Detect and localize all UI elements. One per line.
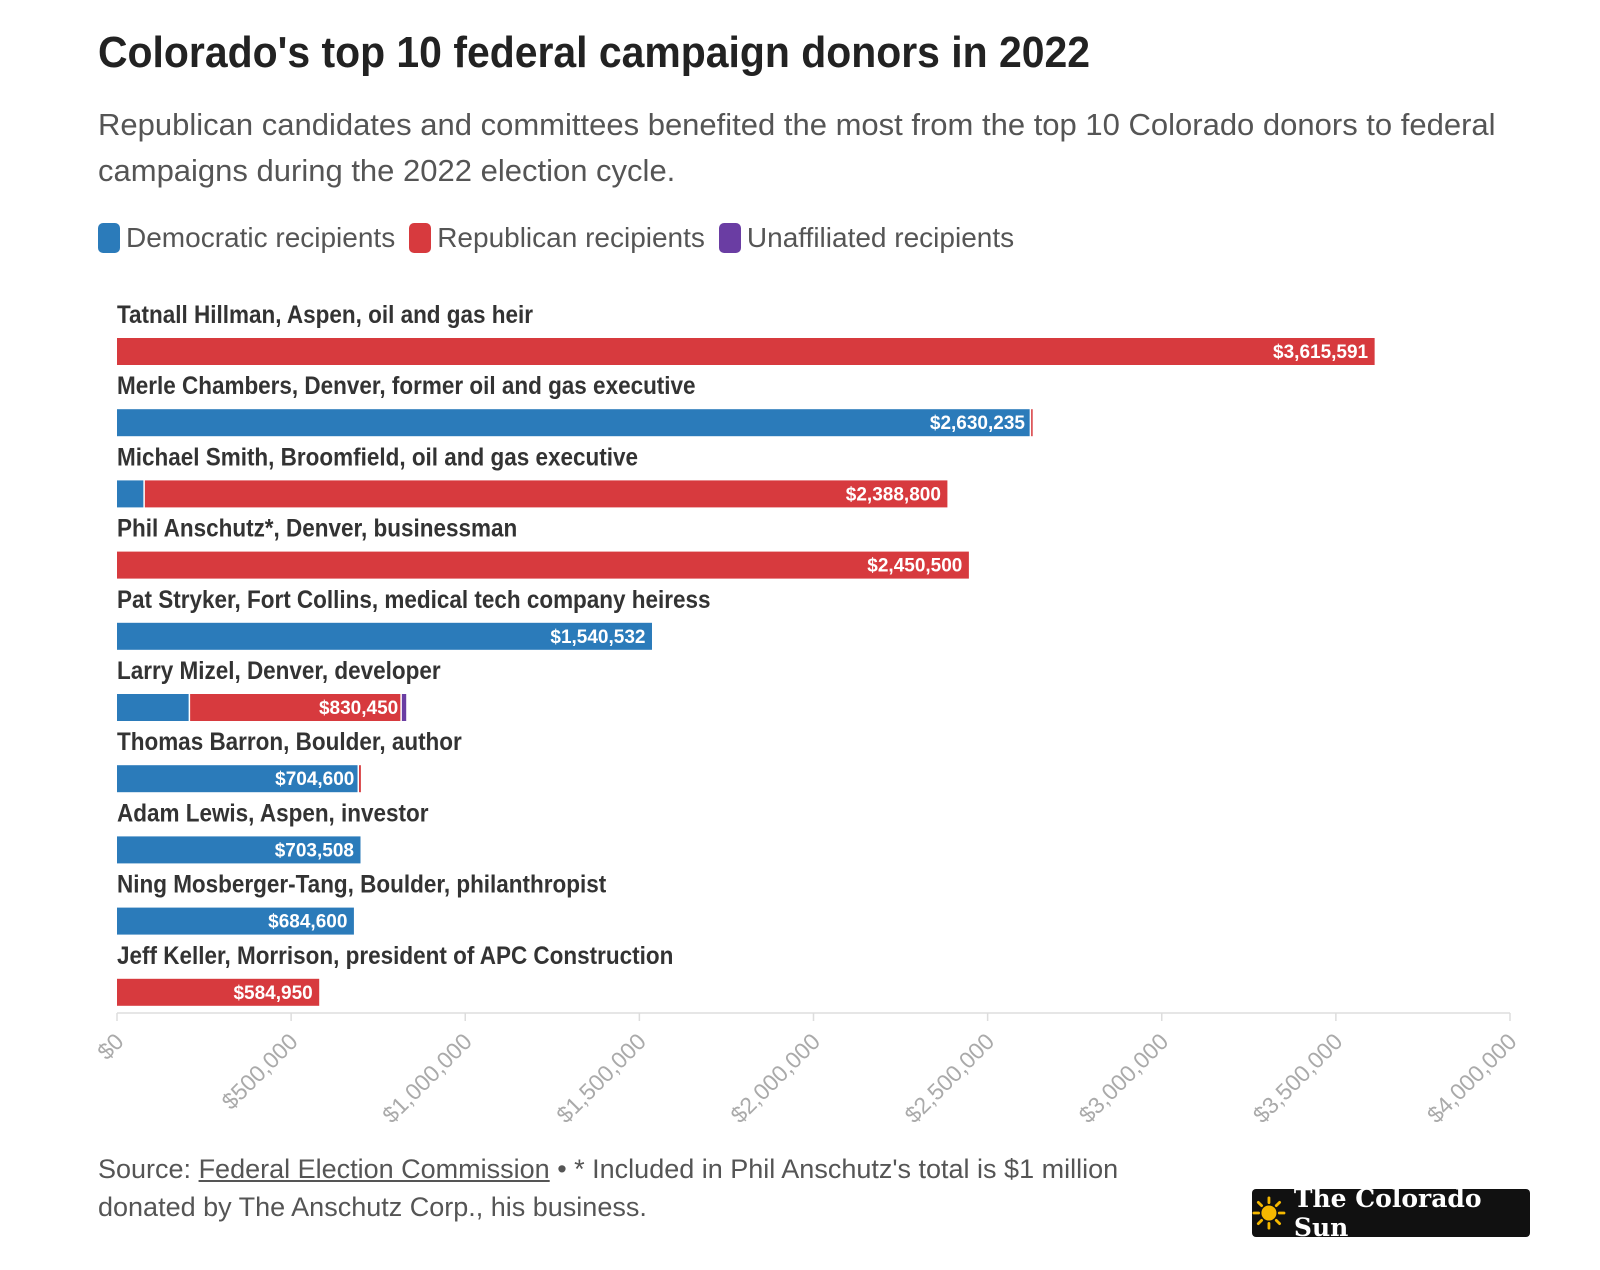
data-label: $2,630,235 bbox=[930, 413, 1026, 434]
bar-chart: Tatnall Hillman, Aspen, oil and gas heir… bbox=[92, 301, 1522, 1128]
x-tick-label: $0 bbox=[92, 1028, 128, 1064]
chart-footer: Source: Federal Election Commission • * … bbox=[98, 1150, 1178, 1226]
legend-swatch-republican bbox=[409, 223, 432, 253]
bar-segment-republican bbox=[117, 551, 969, 579]
data-label: $703,508 bbox=[275, 840, 354, 861]
category-label-ning-mosberger-tang: Ning Mosberger-Tang, Boulder, philanthro… bbox=[117, 871, 606, 899]
chart-subtitle: Republican candidates and committees ben… bbox=[98, 107, 1496, 188]
legend-item-republican[interactable]: Republican recipients bbox=[409, 222, 705, 254]
sun-icon bbox=[1252, 1196, 1286, 1230]
data-label: $3,615,591 bbox=[1273, 342, 1369, 363]
legend-label-democratic: Democratic recipients bbox=[126, 222, 396, 253]
category-label-michael-smith: Michael Smith, Broomfield, oil and gas e… bbox=[117, 443, 638, 471]
category-label-pat-stryker: Pat Stryker, Fort Collins, medical tech … bbox=[117, 586, 711, 614]
data-label: $1,540,532 bbox=[550, 627, 645, 648]
data-label: $584,950 bbox=[233, 983, 312, 1004]
legend-item-democratic[interactable]: Democratic recipients bbox=[98, 222, 395, 254]
colorado-sun-logo[interactable]: The Colorado Sun bbox=[1252, 1184, 1530, 1242]
data-label: $2,388,800 bbox=[846, 484, 941, 505]
data-label: $2,450,500 bbox=[867, 556, 962, 577]
x-tick-label: $1,500,000 bbox=[551, 1028, 651, 1128]
bar-segment-democratic bbox=[117, 480, 144, 508]
footnote: • * Included in Phil Anschutz's total is… bbox=[98, 1154, 1119, 1222]
legend-swatch-unaffiliated bbox=[718, 223, 741, 253]
legend-label-unaffiliated: Unaffiliated recipients bbox=[746, 222, 1015, 253]
bar-segment-republican bbox=[190, 694, 401, 721]
bar-segment-democratic bbox=[117, 765, 358, 793]
bar-segment-republican bbox=[359, 765, 361, 793]
x-tick-label: $1,000,000 bbox=[377, 1028, 477, 1128]
legend-item-unaffiliated[interactable]: Unaffiliated recipients bbox=[718, 222, 1015, 254]
x-tick-label: $2,000,000 bbox=[725, 1028, 825, 1128]
chart-title: Colorado's top 10 federal campaign donor… bbox=[98, 28, 1091, 77]
category-label-thomas-barron: Thomas Barron, Boulder, author bbox=[117, 728, 462, 756]
source-link[interactable]: Federal Election Commission bbox=[198, 1154, 550, 1184]
logo-text: The Colorado Sun bbox=[1293, 1184, 1482, 1242]
bar-segment-democratic bbox=[117, 694, 189, 721]
x-tick-label: $2,500,000 bbox=[899, 1028, 999, 1128]
source-prefix: Source: bbox=[98, 1154, 199, 1184]
bar-segment-republican bbox=[117, 338, 1375, 365]
chart-legend: Democratic recipients Republican recipie… bbox=[98, 222, 1028, 254]
bar-segment-unaffiliated bbox=[401, 694, 407, 721]
bar-segment-democratic bbox=[117, 836, 361, 864]
category-label-phil-anschutz: Phil Anschutz*, Denver, businessman bbox=[117, 515, 517, 543]
bar-segment-democratic bbox=[117, 622, 652, 650]
bar-segment-republican bbox=[144, 480, 948, 508]
legend-swatch-democratic bbox=[98, 223, 120, 253]
category-label-jeff-keller: Jeff Keller, Morrison, president of APC … bbox=[117, 942, 673, 970]
data-label: $684,600 bbox=[268, 912, 347, 933]
category-label-merle-chambers: Merle Chambers, Denver, former oil and g… bbox=[117, 372, 696, 400]
category-label-larry-mizel: Larry Mizel, Denver, developer bbox=[117, 657, 441, 685]
bar-segment-republican bbox=[1031, 409, 1033, 437]
x-tick-label: $4,000,000 bbox=[1422, 1028, 1522, 1128]
bar-segment-democratic bbox=[117, 907, 354, 935]
data-label: $704,600 bbox=[275, 769, 354, 790]
x-tick-label: $3,000,000 bbox=[1073, 1028, 1173, 1128]
bar-segment-democratic bbox=[117, 409, 1030, 437]
x-tick-label: $500,000 bbox=[216, 1028, 302, 1114]
category-label-adam-lewis: Adam Lewis, Aspen, investor bbox=[117, 799, 429, 827]
category-label-tatnall-hillman: Tatnall Hillman, Aspen, oil and gas heir bbox=[117, 301, 533, 329]
x-tick-label: $3,500,000 bbox=[1248, 1028, 1348, 1128]
bar-segment-republican bbox=[117, 978, 320, 1006]
legend-label-republican: Republican recipients bbox=[437, 222, 705, 253]
data-label: $830,450 bbox=[319, 698, 398, 719]
